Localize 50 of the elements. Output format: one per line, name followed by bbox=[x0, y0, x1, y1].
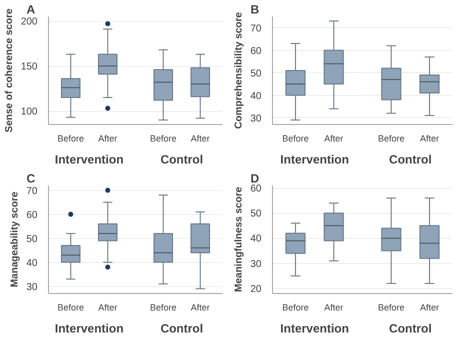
x-tick-label: Before bbox=[378, 302, 404, 312]
y-tick-label: 60 bbox=[26, 210, 38, 221]
x-tick-label: Before bbox=[150, 302, 177, 312]
y-axis-title: Sense of coherence score bbox=[4, 8, 15, 132]
text: Control bbox=[389, 322, 432, 336]
x-tick-label: After bbox=[324, 302, 344, 312]
y-tick-label: 70 bbox=[26, 186, 38, 197]
x-tick-label: After bbox=[98, 134, 118, 144]
y-axis-title: Meaningfulness score bbox=[233, 186, 244, 292]
x-tick-label: After bbox=[190, 134, 210, 144]
y-tick-label: 200 bbox=[20, 16, 38, 28]
x-tick-label: Before bbox=[57, 134, 84, 144]
y-tick-label: 60 bbox=[250, 184, 262, 195]
chart-title: C bbox=[26, 172, 36, 186]
text: Intervention bbox=[280, 322, 349, 336]
y-tick-label: 70 bbox=[250, 23, 262, 34]
y-tick-label: 60 bbox=[250, 46, 262, 57]
x-tick-label: Before bbox=[282, 302, 309, 312]
text: Intervention bbox=[280, 152, 349, 166]
x-tick-label: After bbox=[324, 134, 344, 144]
text: Control bbox=[160, 322, 204, 336]
y-tick-label: 40 bbox=[250, 90, 262, 102]
y-tick-label: 20 bbox=[250, 284, 262, 295]
x-tick-label: Before bbox=[378, 134, 404, 144]
y-tick-label: 40 bbox=[26, 258, 38, 269]
chart-title: D bbox=[250, 172, 260, 186]
text: Intervention bbox=[54, 322, 124, 336]
y-tick-label: 30 bbox=[250, 113, 262, 124]
y-tick-label: 40 bbox=[250, 234, 262, 245]
x-tick-label: After bbox=[190, 302, 210, 312]
x-tick-label: Before bbox=[57, 302, 84, 312]
y-axis-title: Manageability score bbox=[9, 191, 20, 288]
text: Intervention bbox=[54, 152, 124, 166]
y-tick-label: 100 bbox=[20, 106, 38, 118]
chart-title: A bbox=[26, 2, 36, 16]
y-tick-label: 150 bbox=[20, 62, 38, 72]
chart-title: B bbox=[250, 2, 260, 16]
x-tick-label: After bbox=[98, 302, 118, 312]
x-tick-label: After bbox=[420, 302, 440, 312]
y-tick-label: 50 bbox=[250, 68, 262, 80]
x-tick-label: After bbox=[420, 134, 440, 144]
y-axis-title: Comprehensibility score bbox=[233, 12, 244, 129]
x-tick-label: Before bbox=[150, 134, 177, 144]
y-tick-label: 50 bbox=[250, 208, 262, 220]
text: Control bbox=[160, 152, 204, 166]
x-tick-label: Before bbox=[282, 134, 309, 144]
y-tick-label: 50 bbox=[26, 234, 38, 245]
text: Control bbox=[389, 152, 432, 166]
y-tick-label: 30 bbox=[26, 282, 38, 293]
y-tick-label: 30 bbox=[250, 258, 262, 270]
